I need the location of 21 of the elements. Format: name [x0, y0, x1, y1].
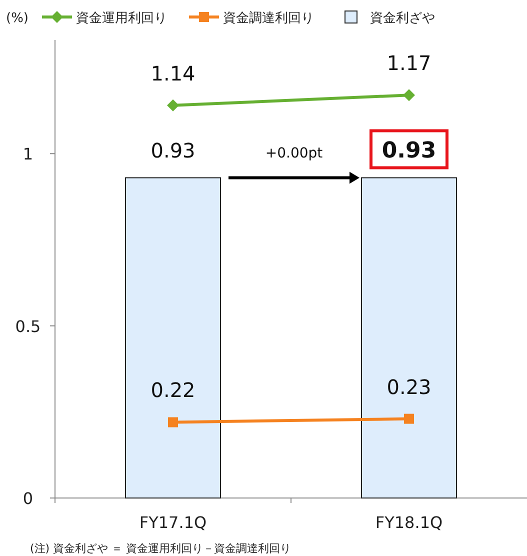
point: [167, 99, 179, 112]
data-label: 1.17: [386, 51, 432, 76]
y-tick-label: 0.5: [15, 316, 41, 336]
data-label: 0.93: [150, 138, 196, 163]
data-label: 0.93: [382, 138, 436, 164]
text: (注) 資金利ざや ＝ 資金運用利回り－資金調達利回り: [30, 542, 292, 555]
point: [404, 414, 414, 424]
x-tick-label: FY18.1Q: [375, 513, 443, 532]
legend-label: 資金調達利回り: [223, 11, 314, 26]
y-tick-label: 0: [22, 489, 34, 508]
annotation: +0.00pt: [265, 146, 324, 162]
y-tick-label: 1: [22, 144, 34, 164]
y-axis-title: (%): [6, 11, 28, 26]
x-tick-label: FY17.1Q: [139, 513, 207, 532]
legend-label: 資金運用利回り: [76, 11, 167, 26]
point: [168, 417, 178, 428]
point: [403, 89, 415, 102]
data-label: 0.22: [150, 378, 196, 402]
data-label: 1.14: [150, 61, 196, 86]
legend-label: 資金利ざや: [370, 11, 435, 26]
data-label: 0.23: [386, 374, 432, 399]
